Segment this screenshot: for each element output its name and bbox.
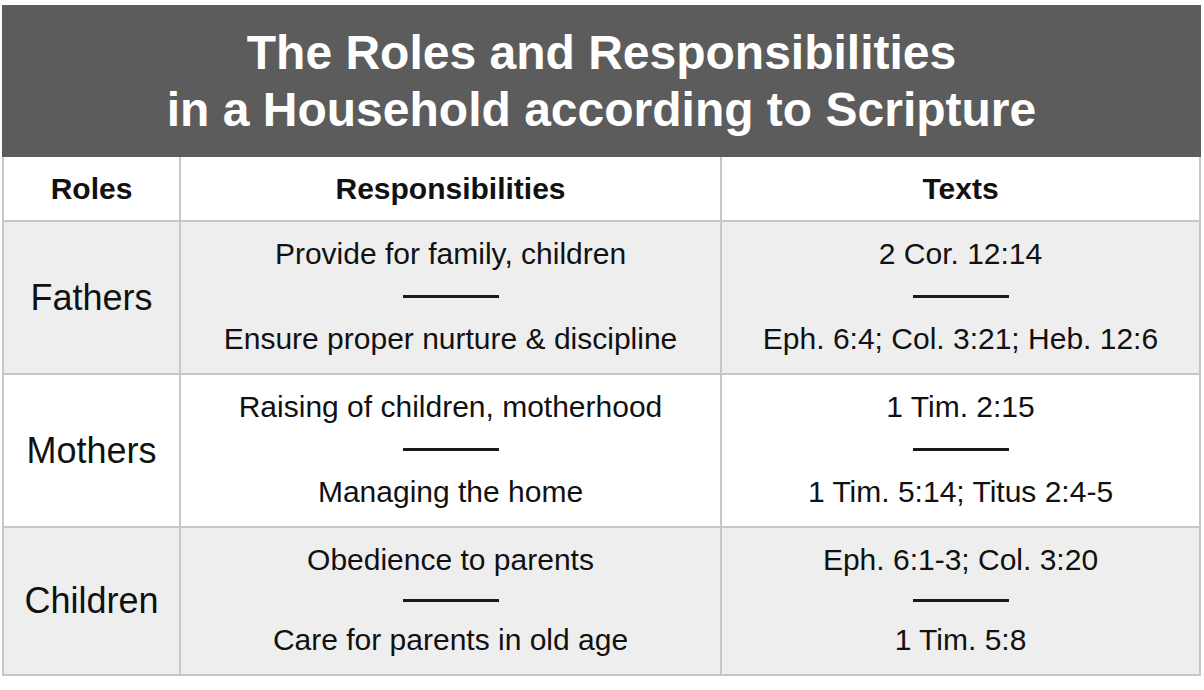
column-header-texts: Texts [722, 157, 1199, 222]
page-title-line-2: in a Household according to Scripture [167, 81, 1036, 138]
divider-line [913, 599, 1009, 602]
scripture-roles-page: The Roles and Responsibilities in a Hous… [0, 0, 1204, 690]
role-cell-fathers: Fathers [4, 222, 181, 375]
responsibilities-cell-fathers: Provide for family, children Ensure prop… [181, 222, 722, 375]
divider-line [403, 448, 499, 451]
title-banner: The Roles and Responsibilities in a Hous… [2, 5, 1201, 157]
responsibilities-cell-children: Obedience to parents Care for parents in… [181, 528, 722, 674]
responsibility-text: Provide for family, children [275, 237, 626, 271]
responsibility-text: Managing the home [318, 475, 583, 509]
role-cell-mothers: Mothers [4, 375, 181, 528]
divider-line [403, 295, 499, 298]
page-title-line-1: The Roles and Responsibilities [247, 24, 956, 81]
divider-line [403, 599, 499, 602]
responsibility-text: Ensure proper nurture & discipline [224, 322, 678, 356]
divider-line [913, 448, 1009, 451]
responsibilities-cell-mothers: Raising of children, motherhood Managing… [181, 375, 722, 528]
divider-line [913, 295, 1009, 298]
scripture-reference: 1 Tim. 2:15 [886, 390, 1034, 424]
texts-cell-fathers: 2 Cor. 12:14 Eph. 6:4; Col. 3:21; Heb. 1… [722, 222, 1199, 375]
responsibility-text: Care for parents in old age [273, 623, 628, 657]
responsibility-text: Raising of children, motherhood [239, 390, 663, 424]
roles-table: Roles Responsibilities Texts Fathers Pro… [2, 157, 1201, 676]
scripture-reference: 1 Tim. 5:8 [895, 623, 1027, 657]
column-header-roles: Roles [4, 157, 181, 222]
responsibility-text: Obedience to parents [307, 543, 594, 577]
role-cell-children: Children [4, 528, 181, 674]
scripture-reference: Eph. 6:4; Col. 3:21; Heb. 12:6 [763, 322, 1158, 356]
scripture-reference: 2 Cor. 12:14 [879, 237, 1042, 271]
scripture-reference: Eph. 6:1-3; Col. 3:20 [823, 543, 1098, 577]
column-header-responsibilities: Responsibilities [181, 157, 722, 222]
scripture-reference: 1 Tim. 5:14; Titus 2:4-5 [808, 475, 1113, 509]
texts-cell-children: Eph. 6:1-3; Col. 3:20 1 Tim. 5:8 [722, 528, 1199, 674]
texts-cell-mothers: 1 Tim. 2:15 1 Tim. 5:14; Titus 2:4-5 [722, 375, 1199, 528]
